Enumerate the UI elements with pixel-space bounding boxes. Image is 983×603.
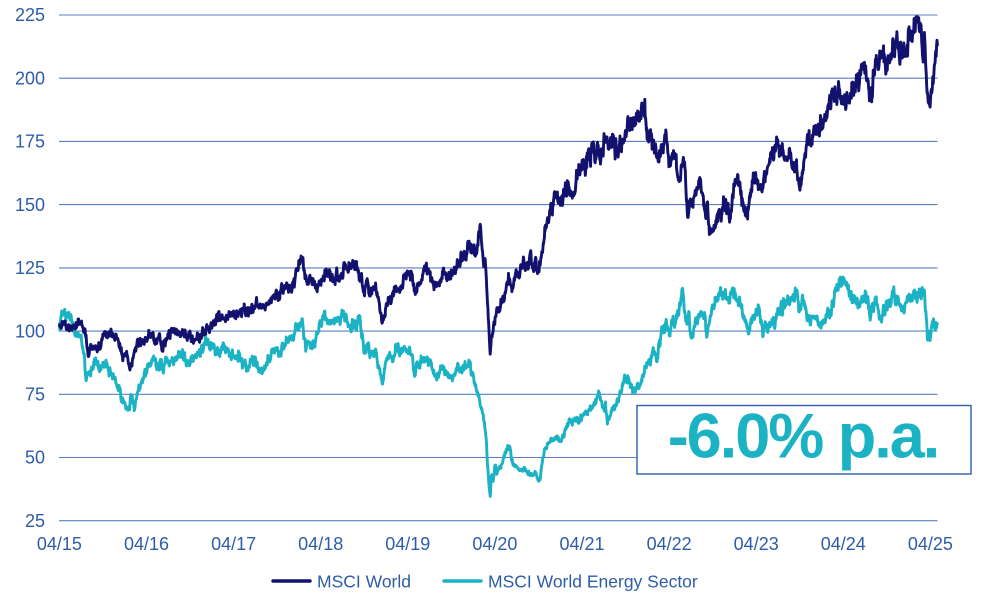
svg-text:04/21: 04/21 xyxy=(559,534,604,554)
svg-text:04/25: 04/25 xyxy=(908,534,953,554)
svg-text:04/16: 04/16 xyxy=(124,534,169,554)
svg-text:75: 75 xyxy=(25,385,45,405)
svg-text:100: 100 xyxy=(15,321,45,341)
svg-text:04/18: 04/18 xyxy=(298,534,343,554)
svg-text:04/23: 04/23 xyxy=(734,534,779,554)
svg-text:04/15: 04/15 xyxy=(37,534,82,554)
svg-text:04/17: 04/17 xyxy=(211,534,256,554)
svg-text:200: 200 xyxy=(15,68,45,88)
svg-text:04/19: 04/19 xyxy=(385,534,430,554)
svg-text:-6.0% p.a.: -6.0% p.a. xyxy=(668,402,939,472)
svg-text:04/22: 04/22 xyxy=(647,534,692,554)
svg-text:MSCI World: MSCI World xyxy=(317,572,411,592)
svg-text:04/20: 04/20 xyxy=(472,534,517,554)
svg-text:25: 25 xyxy=(25,511,45,531)
svg-text:150: 150 xyxy=(15,195,45,215)
svg-text:50: 50 xyxy=(25,448,45,468)
svg-text:225: 225 xyxy=(15,5,45,25)
svg-text:175: 175 xyxy=(15,132,45,152)
svg-text:125: 125 xyxy=(15,258,45,278)
svg-text:04/24: 04/24 xyxy=(821,534,866,554)
svg-text:MSCI World Energy Sector: MSCI World Energy Sector xyxy=(488,572,698,592)
